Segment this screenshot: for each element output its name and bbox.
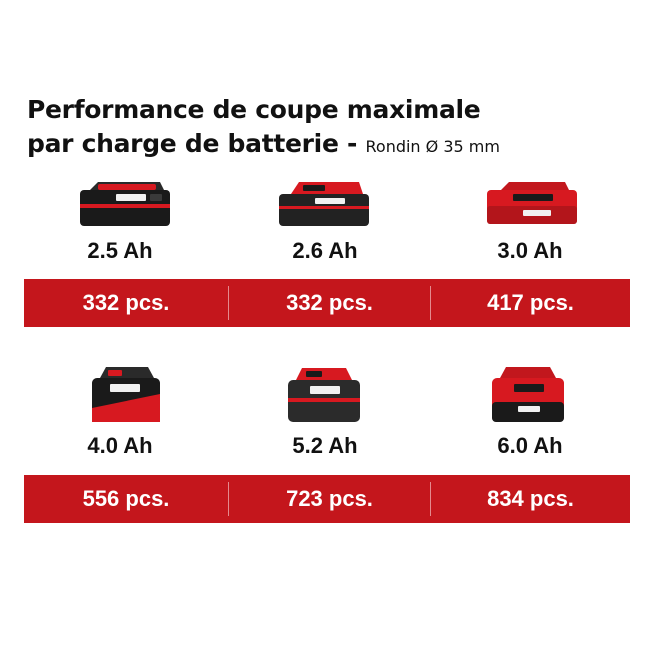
band-divider (228, 482, 229, 516)
capacity-label: 2.6 Ah (292, 238, 358, 263)
capacity-label: 6.0 Ah (497, 433, 563, 458)
band-divider (430, 482, 431, 516)
battery-5-2ah-icon (288, 368, 360, 422)
results-band-row-1: 332 pcs. 332 pcs. 417 pcs. (24, 279, 630, 327)
pieces-value: 332 pcs. (286, 290, 373, 315)
pieces-value: 417 pcs. (487, 290, 574, 315)
band-divider (228, 286, 229, 320)
results-band-row-2: 556 pcs. 723 pcs. 834 pcs. (24, 475, 630, 523)
pieces-value: 556 pcs. (82, 486, 170, 511)
battery-4-0ah-icon (92, 367, 160, 422)
battery-6-0ah-icon (492, 367, 564, 422)
title-line-1: Performance de coupe maximale (27, 95, 481, 124)
capacity-label: 3.0 Ah (497, 238, 563, 263)
battery-2-6ah-icon (279, 182, 369, 226)
pieces-value: 332 pcs. (82, 290, 170, 315)
capacity-label: 5.2 Ah (292, 433, 358, 458)
title-subtitle: Rondin Ø 35 mm (365, 137, 500, 156)
page-title: Performance de coupe maximale par charge… (27, 93, 627, 164)
pieces-value: 834 pcs. (487, 486, 574, 511)
capacity-label: 2.5 Ah (87, 238, 153, 263)
band-divider (430, 286, 431, 320)
capacity-label: 4.0 Ah (87, 433, 153, 458)
title-line-2-text: par charge de batterie - (27, 129, 358, 158)
battery-2-5ah-icon (80, 182, 170, 226)
title-line-2: par charge de batterie - Rondin Ø 35 mm (27, 127, 627, 164)
pieces-value: 723 pcs. (286, 486, 373, 511)
battery-3-0ah-icon (487, 182, 577, 224)
